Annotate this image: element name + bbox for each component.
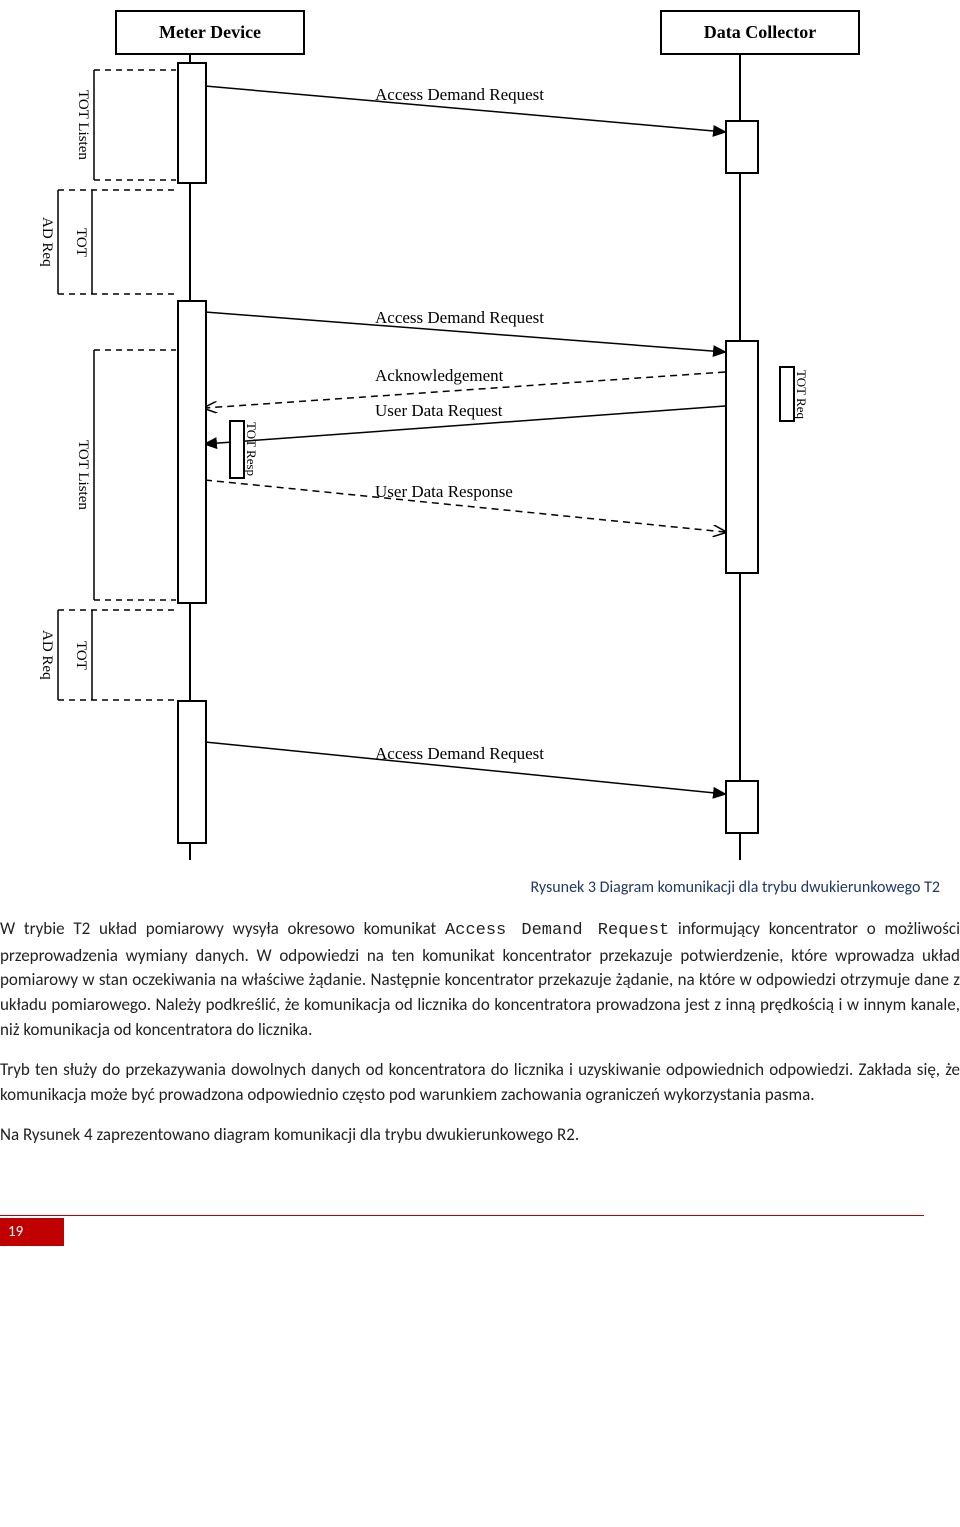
p1a: W trybie T2 układ pomiarowy wysyła okres… [0,918,445,939]
side-label: AD Req [38,618,55,692]
message-label: Access Demand Request [375,308,544,328]
message-label: Acknowledgement [375,366,503,386]
small-activation-label: TOT Req [793,362,809,426]
message-label: Access Demand Request [375,85,544,105]
page-number: 19 [0,1218,64,1246]
side-label: TOT [72,618,89,692]
activation-bar [725,120,759,174]
activation-bar [177,300,207,604]
side-label: TOT [72,198,89,286]
p1code: Access Demand Request [445,921,669,940]
paragraph-2: Tryb ten służy do przekazywania dowolnyc… [0,1058,960,1107]
message-label: User Data Response [375,482,513,502]
activation-bar [725,780,759,834]
message-label: Access Demand Request [375,744,544,764]
side-label: AD Req [38,198,55,286]
sequence-diagram: Meter Device Data Collector TOT Resp TOT … [0,0,960,870]
small-activation-label: TOT Resp [243,416,259,483]
side-label: TOT Listen [74,358,91,592]
side-label: TOT Listen [74,78,91,172]
paragraph-3: Na Rysunek 4 zaprezentowano diagram komu… [0,1123,960,1148]
activation-bar [177,700,207,844]
body-text: W trybie T2 układ pomiarowy wysyła okres… [0,917,960,1148]
lifeline-box-collector: Data Collector [660,10,860,55]
paragraph-1: W trybie T2 układ pomiarowy wysyła okres… [0,917,960,1042]
figure-caption: Rysunek 3 Diagram komunikacji dla trybu … [0,870,960,917]
diagram-svg [0,0,960,870]
message-label: User Data Request [375,401,502,421]
activation-bar [725,340,759,574]
activation-bar [177,62,207,184]
lifeline-box-meter: Meter Device [115,10,305,55]
